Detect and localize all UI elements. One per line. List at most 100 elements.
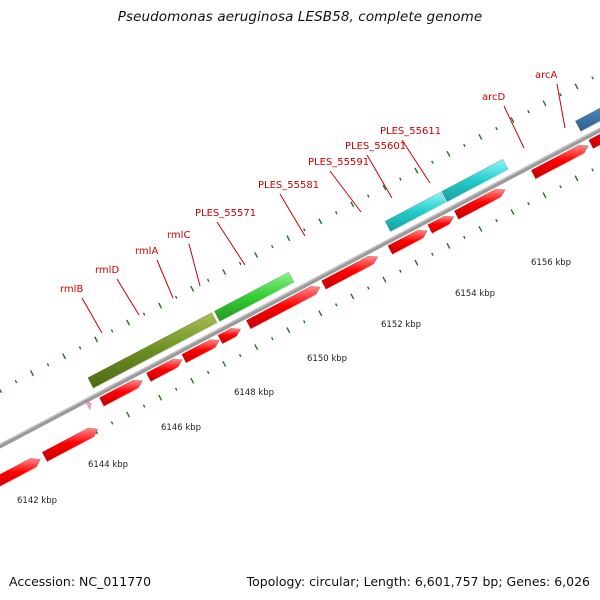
upper-tick <box>542 100 547 107</box>
lower-tick <box>399 269 402 273</box>
cds-arcD <box>530 144 589 180</box>
cds-rmlA-edge <box>186 344 223 364</box>
upper-tick <box>142 312 146 316</box>
cog-PLES_55591-edge <box>390 201 447 233</box>
upper-tick <box>366 194 370 198</box>
upper-tick <box>222 268 227 275</box>
upper-tick <box>238 261 242 266</box>
cds-PLES_55591-edge <box>392 234 430 256</box>
leader-rmlC <box>188 243 201 287</box>
lower-tick <box>382 276 387 283</box>
upper-tick <box>334 211 338 215</box>
upper-tick <box>574 83 579 90</box>
cog-rml-edge <box>93 322 218 390</box>
cog-arcA <box>574 107 600 133</box>
lower-tick <box>591 168 594 172</box>
cds-PLES_55601-edge <box>432 220 457 235</box>
lower-tick <box>158 394 163 401</box>
upper-tick <box>591 76 594 80</box>
lower-tick <box>463 235 466 240</box>
leader-rmlD <box>116 278 140 316</box>
lower-tick <box>142 404 146 408</box>
lower-tick <box>302 320 306 324</box>
lower-tick <box>478 225 483 232</box>
cds-PLES_55591 <box>387 229 428 256</box>
leader-PLES_55601 <box>366 154 393 199</box>
gene-label-arcD: arcD <box>482 92 506 103</box>
cds-rmlC <box>217 327 242 345</box>
upper-tick <box>14 379 18 384</box>
lower-tick <box>414 259 419 266</box>
backbone-line <box>0 127 600 449</box>
lower-tick <box>174 387 178 391</box>
cds-1-edge <box>47 433 101 463</box>
lower-tick <box>206 370 210 375</box>
cds-1 <box>41 427 99 463</box>
upper-tick <box>431 160 434 164</box>
upper-tick <box>559 93 562 97</box>
leader-PLES_55591 <box>329 170 362 213</box>
cds-PLES_55611-edge <box>458 193 508 221</box>
upper-tick <box>286 235 291 242</box>
lower-tick <box>431 252 434 256</box>
cog-PLES_55571-edge <box>219 282 295 323</box>
upper-tick <box>254 252 259 259</box>
gene-label-PLES_55611: PLES_55611 <box>380 126 441 137</box>
lower-tick <box>510 209 515 216</box>
upper-tick <box>446 150 451 157</box>
scale-label: 6148 kbp <box>234 388 274 398</box>
upper-tick <box>302 228 306 232</box>
map-title: Pseudomonas aeruginosa LESB58, complete … <box>117 9 483 25</box>
cds-rmlB-edge <box>103 384 146 408</box>
gene-labels: rmlB rmlD rmlA rmlC PLES_55571 PLES_55581 PLES… <box>60 70 558 295</box>
lower-tick <box>542 192 547 199</box>
gene-label-PLES_55601: PLES_55601 <box>345 141 406 152</box>
label-leaders <box>81 83 566 334</box>
upper-tick <box>206 278 210 283</box>
leader-arcD <box>503 105 525 149</box>
upper-tick <box>126 319 131 326</box>
upper-tick <box>158 302 163 309</box>
cds-PLES_55571 <box>245 285 321 330</box>
leader-rmlB <box>81 297 103 334</box>
upper-tick <box>94 336 99 343</box>
cds-rmlD-edge <box>150 363 185 383</box>
leader-arcA <box>556 83 566 129</box>
cds-PLES_55581-edge <box>325 260 381 291</box>
scale-label: 6152 kbp <box>381 320 421 330</box>
lower-tick <box>446 242 451 249</box>
upper-tick <box>29 370 35 377</box>
scale-labels: 6142 kbp 6144 kbp 6146 kbp 6148 kbp 6150 kbp… <box>17 258 571 506</box>
lower-tick <box>350 293 355 300</box>
cds-rmlB <box>99 379 143 408</box>
cog-layer <box>87 107 600 390</box>
lower-tick <box>270 336 274 341</box>
upper-tick <box>478 133 483 140</box>
upper-tick <box>318 218 323 225</box>
scale-label: 6154 kbp <box>455 289 495 299</box>
scale-label: 6150 kbp <box>307 354 347 364</box>
genome-summary-text: Topology: circular; Length: 6,601,757 bp… <box>246 574 590 589</box>
gene-label-rmlD: rmlD <box>95 265 119 276</box>
upper-tick <box>527 109 530 114</box>
cds-PLES_55581 <box>321 255 379 291</box>
cds-PLES_55571-edge <box>250 290 323 330</box>
lower-tick <box>286 327 291 334</box>
gene-label-PLES_55581: PLES_55581 <box>258 180 319 191</box>
gene-label-rmlA: rmlA <box>135 246 158 257</box>
upper-tick <box>62 353 67 360</box>
lower-tick <box>366 286 370 290</box>
backbone-highlight <box>0 127 600 446</box>
leader-PLES_55571 <box>216 221 246 266</box>
cds-PLES_55611 <box>453 188 506 221</box>
lower-tick <box>574 175 579 182</box>
cog-PLES_55601-edge <box>447 169 509 203</box>
pink-feature <box>84 400 92 411</box>
tick-marks <box>0 76 594 486</box>
leader-PLES_55611 <box>401 139 431 184</box>
lower-tick <box>495 218 498 223</box>
upper-tick <box>495 126 498 131</box>
backbone-layer <box>0 127 600 449</box>
lower-tick <box>110 421 114 425</box>
